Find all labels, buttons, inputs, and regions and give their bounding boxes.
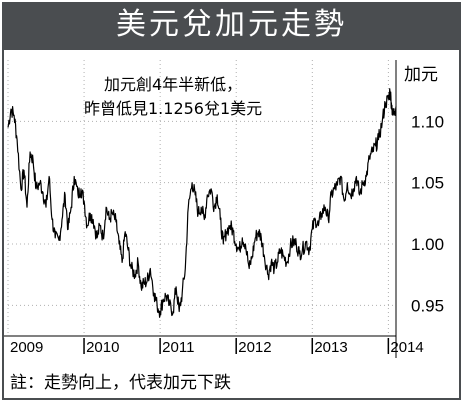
grid-layer (7, 60, 396, 336)
y-axis-unit-label: 加元 (404, 65, 438, 85)
tick-labels: 0.95 1.00 1.05 1.10 2009 2010 2011 2012 2013 2014… (10, 65, 444, 356)
y-tick-label: 1.00 (411, 235, 444, 254)
x-tick-label: 2011 (162, 339, 194, 356)
chart-annotation: 加元創4年半新低， 昨曾低見1.1256兌1美元 (84, 73, 262, 121)
annotation-line: 昨曾低見1.1256兌1美元 (84, 99, 263, 118)
x-tick-label: 2014 (390, 339, 423, 356)
x-tick-label: 2010 (86, 339, 119, 356)
chart-footnote: 註：走勢向上，代表加元下跌 (10, 373, 231, 393)
x-tick-label: 2009 (10, 339, 43, 356)
annotation-line: 加元創4年半新低， (103, 75, 243, 94)
y-tick-label: 0.95 (411, 296, 444, 315)
x-tick-label: 2012 (238, 339, 271, 356)
chart-title: 美元兌加元走勢 (2, 2, 461, 48)
series-line (7, 88, 397, 318)
y-tick-label: 1.05 (411, 174, 444, 193)
y-tick-label: 1.10 (411, 112, 444, 131)
x-tick-label: 2013 (314, 339, 347, 356)
series-layer (7, 88, 397, 318)
